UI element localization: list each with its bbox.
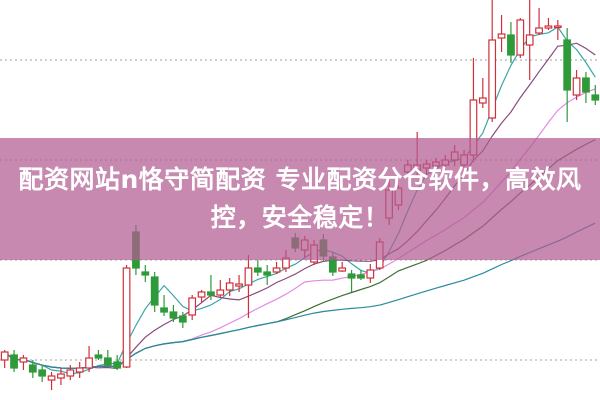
candle-body (75, 367, 84, 373)
candle-body (103, 357, 112, 366)
candle-body (544, 25, 553, 29)
banner-text-line2: 控，安全稳定！ (210, 203, 390, 232)
candle-body (47, 375, 56, 381)
promo-banner: 配资网站n恪守简配资 专业配资分仓软件，高效风 控，安全稳定！ (0, 138, 600, 260)
candle-body (235, 283, 243, 287)
candle-body (591, 94, 600, 101)
candle-body (85, 357, 93, 369)
candle-body (216, 289, 225, 296)
candle-body (38, 369, 47, 377)
candle-body (28, 364, 37, 373)
candle-body (553, 25, 562, 29)
candle-body (263, 271, 272, 276)
candle-body (141, 271, 150, 276)
candle-body (272, 267, 281, 273)
candle-body (160, 307, 168, 313)
candle-body (10, 354, 18, 369)
candle-body (188, 297, 197, 316)
candle-body (572, 77, 581, 96)
candle-body (507, 34, 515, 56)
candle-body (535, 27, 543, 34)
candle-body (150, 276, 159, 306)
candle-body (66, 369, 75, 377)
candle-body (525, 34, 534, 46)
candle-body (57, 373, 65, 379)
candle-body (338, 267, 347, 272)
candle-body (347, 273, 356, 279)
candle-body (478, 97, 487, 104)
candle-body (94, 354, 103, 359)
candle-body (244, 267, 253, 286)
banner-text-line1: 配资网站n恪守简配资 专业配资分仓软件，高效风 (18, 165, 582, 194)
candle-body (197, 291, 206, 298)
candle-body (122, 267, 131, 368)
ma60-line (4, 222, 596, 369)
candle-body (178, 315, 187, 323)
candle-body (0, 351, 9, 361)
candle-body (488, 39, 497, 119)
candle-body (357, 274, 365, 279)
candle-body (207, 291, 215, 296)
candle-body (516, 19, 525, 56)
candle-body (19, 357, 28, 363)
candle-body (497, 33, 506, 39)
candle-body (113, 361, 122, 369)
candle-body (253, 267, 262, 273)
ma5-line (4, 26, 596, 375)
candle-body (225, 282, 234, 291)
candle-body (563, 39, 572, 91)
ma10-line (4, 42, 596, 370)
candle-body (169, 311, 178, 319)
candle-body (366, 269, 375, 279)
candle-body (582, 77, 590, 93)
